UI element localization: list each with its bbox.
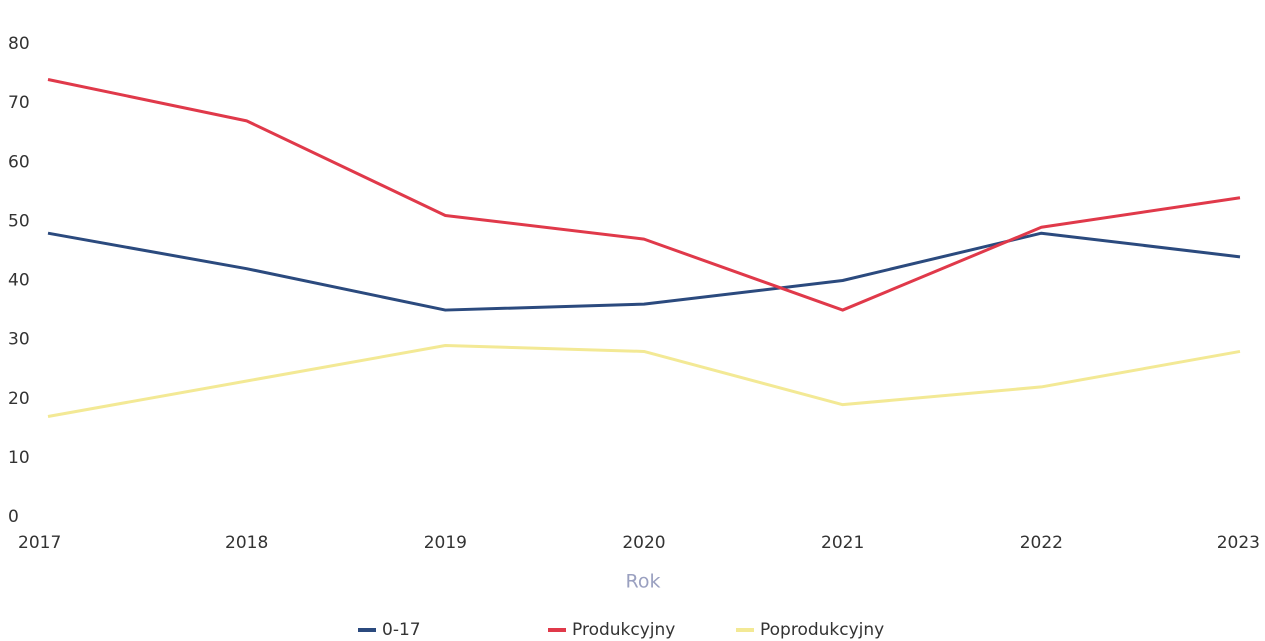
y-tick-label: 40: [8, 271, 30, 291]
y-tick-label: 0: [8, 507, 19, 527]
x-tick-label: 2020: [622, 533, 665, 553]
x-tick-label: 2018: [225, 533, 268, 553]
y-tick-label: 10: [8, 448, 30, 468]
y-tick-label: 20: [8, 389, 30, 409]
legend-label: 0-17: [382, 620, 421, 640]
x-tick-label: 2017: [18, 533, 61, 553]
y-tick-label: 80: [8, 34, 30, 54]
x-tick-label: 2023: [1217, 533, 1260, 553]
y-tick-label: 50: [8, 211, 30, 231]
line-series: [47, 78, 1241, 312]
line-series: [47, 344, 1241, 418]
x-tick-label: 2019: [424, 533, 467, 553]
y-tick-label: 30: [8, 330, 30, 350]
x-tick-label: 2022: [1020, 533, 1063, 553]
line-series: [47, 231, 1241, 312]
x-tick-label: 2021: [821, 533, 864, 553]
y-tick-label: 70: [8, 93, 30, 113]
legend-label: Poprodukcyjny: [760, 620, 884, 640]
y-tick-label: 60: [8, 152, 30, 172]
x-axis-title: Rok: [626, 571, 661, 593]
legend-label: Produkcyjny: [572, 620, 675, 640]
